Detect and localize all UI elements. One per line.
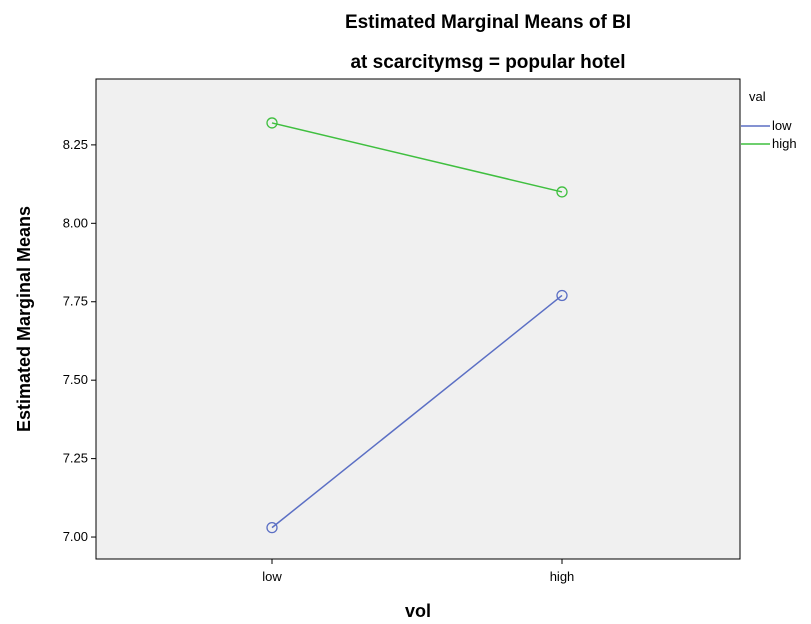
x-axis: low high [262,559,574,584]
data-point-low [266,521,278,534]
y-tick-label: 7.50 [63,372,88,387]
x-axis-title: vol [405,601,431,621]
plot-area [95,78,741,560]
y-axis: 7.00 7.25 7.50 7.75 8.00 8.25 [63,137,96,544]
x-tick-label: high [550,569,575,584]
legend-label-high: high [772,136,797,151]
y-tick-label: 8.00 [63,215,88,230]
y-tick-label: 7.25 [63,451,88,466]
x-tick-label: low [262,569,282,584]
legend-title: val [749,89,766,104]
y-tick-label: 7.75 [63,294,88,309]
chart-title: Estimated Marginal Means of BI [345,12,631,33]
series-layer [266,117,568,534]
y-axis-title: Estimated Marginal Means [14,206,34,432]
series-line-low [271,294,563,529]
series-line-high [271,122,563,193]
data-point-high [556,186,568,198]
chart-subtitle: at scarcitymsg = popular hotel [350,52,625,73]
legend: val low high [741,89,797,151]
data-point-low [556,289,568,302]
data-point-high [266,117,278,129]
legend-label-low: low [772,118,792,133]
y-tick-label: 8.25 [63,137,88,152]
y-tick-label: 7.00 [63,529,88,544]
